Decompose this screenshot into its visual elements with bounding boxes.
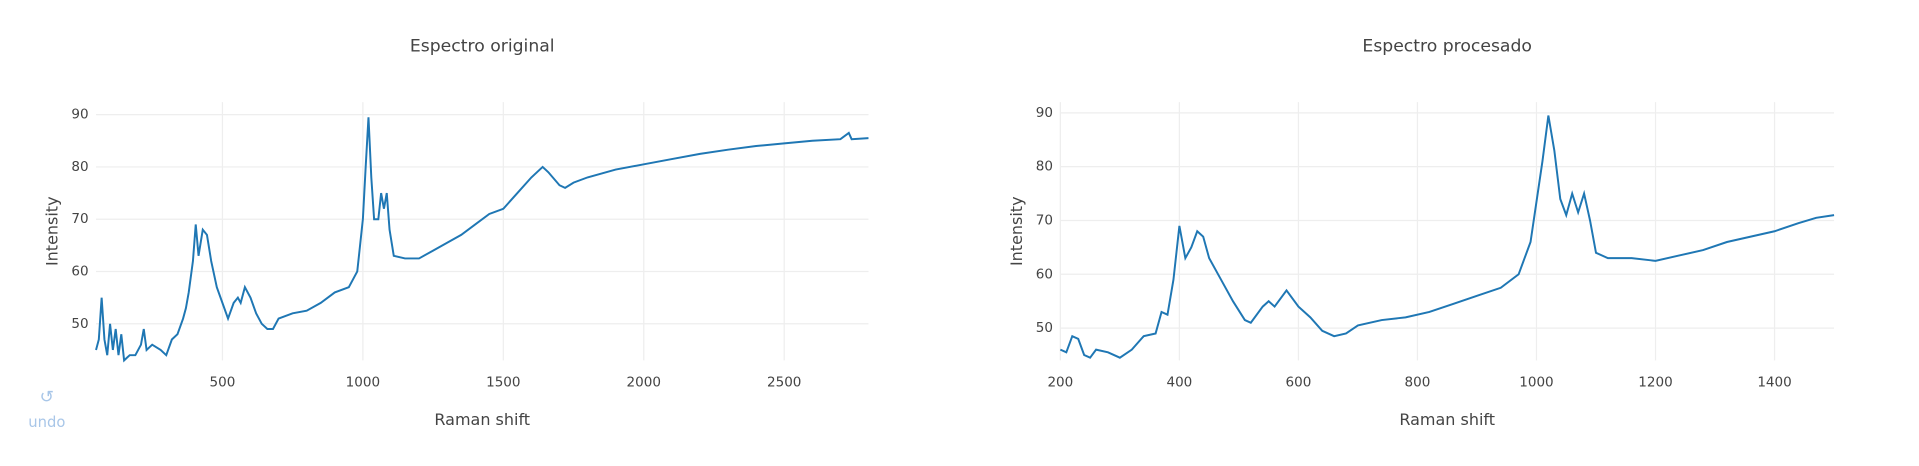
x-axis-label: Raman shift [1399,410,1495,429]
y-tick-label: 80 [71,159,88,175]
x-tick-label: 2500 [767,375,801,391]
y-tick-label: 90 [1036,105,1053,121]
chart: Espectro original Raman shift Intensity 50 6… [42,37,869,429]
y-tick-label: 70 [71,211,88,227]
x-tick-label: 1500 [486,375,520,391]
y-tick-label: 80 [1036,159,1053,175]
data-line [95,117,869,363]
x-tick-label: 2000 [627,375,661,391]
x-tick-label: 1000 [1519,375,1553,391]
x-tick-label: 600 [1286,375,1312,391]
y-axis-label: Intensity [1007,196,1026,266]
chart: Espectro procesado Raman shift Intensity 50… [1007,37,1835,429]
y-tick-label: 50 [1036,320,1053,336]
chart-title: Espectro procesado [1362,37,1532,57]
y-tick-label: 70 [1036,212,1053,228]
y-tick-label: 50 [71,316,88,332]
undo-button[interactable]: ↺ undo [28,387,65,431]
x-tick-label: 400 [1166,375,1192,391]
y-tick-label: 60 [71,264,88,280]
data-line [1059,115,1835,359]
chart-title: Espectro original [410,37,555,57]
x-tick-label: 1000 [346,375,380,391]
y-axis-label: Intensity [42,196,61,266]
x-tick-label: 1400 [1757,375,1791,391]
x-tick-label: 1200 [1638,375,1672,391]
undo-label[interactable]: undo [28,414,65,431]
x-tick-label: 500 [210,375,236,391]
y-tick-label: 60 [1036,266,1053,282]
x-tick-label: 800 [1405,375,1431,391]
y-tick-label: 90 [71,107,88,123]
undo-icon[interactable]: ↺ [40,387,54,407]
x-tick-label: 200 [1047,375,1073,391]
x-axis-label: Raman shift [434,410,530,429]
